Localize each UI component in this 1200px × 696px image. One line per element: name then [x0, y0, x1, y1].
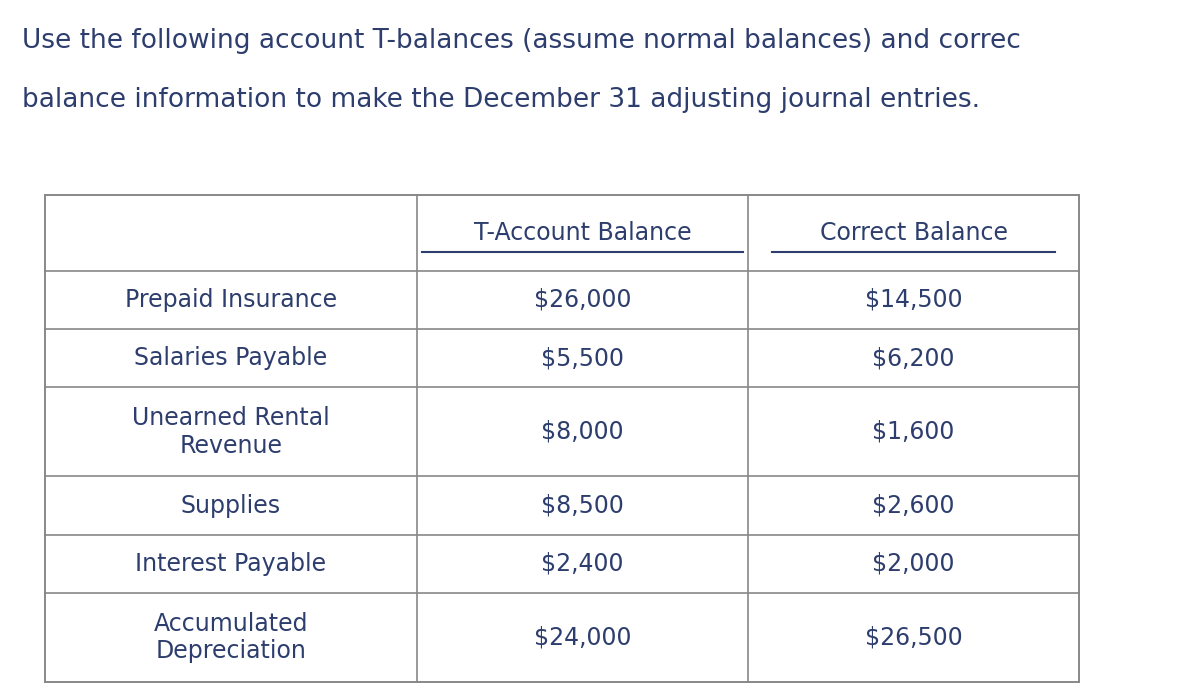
Text: Prepaid Insurance: Prepaid Insurance: [125, 288, 337, 312]
Text: $2,400: $2,400: [541, 552, 624, 576]
Text: Accumulated
Depreciation: Accumulated Depreciation: [154, 612, 308, 663]
Text: T-Account Balance: T-Account Balance: [474, 221, 691, 245]
Text: Use the following account T-balances (assume normal balances) and correc: Use the following account T-balances (as…: [23, 28, 1021, 54]
Text: Correct Balance: Correct Balance: [820, 221, 1008, 245]
Text: $26,000: $26,000: [534, 288, 631, 312]
Text: $26,500: $26,500: [865, 626, 962, 649]
Text: $8,000: $8,000: [541, 420, 624, 444]
Text: $14,500: $14,500: [865, 288, 962, 312]
Text: $5,500: $5,500: [541, 346, 624, 370]
Text: Interest Payable: Interest Payable: [136, 552, 326, 576]
Text: Unearned Rental
Revenue: Unearned Rental Revenue: [132, 406, 330, 458]
Text: $2,600: $2,600: [872, 493, 955, 518]
Text: $6,200: $6,200: [872, 346, 955, 370]
Text: $24,000: $24,000: [534, 626, 631, 649]
Text: Supplies: Supplies: [181, 493, 281, 518]
Text: $1,600: $1,600: [872, 420, 955, 444]
Text: balance information to make the December 31 adjusting journal entries.: balance information to make the December…: [23, 87, 980, 113]
Text: $2,000: $2,000: [872, 552, 955, 576]
Text: $8,500: $8,500: [541, 493, 624, 518]
Text: Salaries Payable: Salaries Payable: [134, 346, 328, 370]
